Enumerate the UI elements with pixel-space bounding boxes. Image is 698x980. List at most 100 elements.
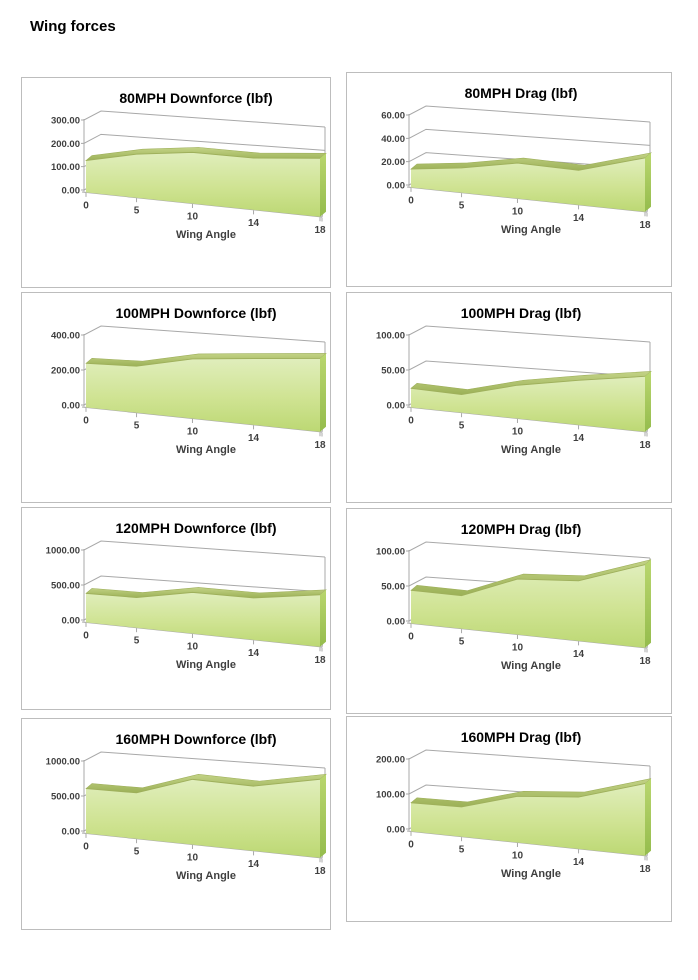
chart-text: 5 xyxy=(134,847,140,858)
chart-text: 5 xyxy=(459,845,465,856)
area-side-face xyxy=(645,152,651,212)
chart-text: 18 xyxy=(639,440,651,451)
area-front-face xyxy=(86,152,320,217)
chart-text: Wing Angle xyxy=(501,660,561,672)
chart-text: 20.00 xyxy=(381,157,405,168)
chart-text: 0 xyxy=(408,839,414,850)
chart-panel-4: 120MPH Downforce (lbf) 0.00 500.00 1000.00 0… xyxy=(21,507,331,710)
chart-text: 18 xyxy=(639,864,651,875)
chart-text: 18 xyxy=(314,440,326,451)
chart-panel-0: 80MPH Downforce (lbf) 0.00 100.00 200.00 300… xyxy=(21,77,331,288)
chart-text: 18 xyxy=(314,225,326,236)
chart-title: 160MPH Drag (lbf) xyxy=(460,729,582,745)
area-front-face xyxy=(86,779,320,858)
chart-panel-5: 120MPH Drag (lbf) 0.00 50.00 100.00 0 5 10 14 18… xyxy=(346,508,672,714)
chart-text: 5 xyxy=(459,201,465,212)
area-front-face xyxy=(411,564,645,648)
chart-text: Wing Angle xyxy=(501,868,561,880)
chart-text: 10 xyxy=(512,851,524,862)
gridline xyxy=(81,575,326,593)
chart-text: Wing Angle xyxy=(501,224,561,236)
area-side-face xyxy=(320,153,326,217)
chart-text: 0 xyxy=(408,631,414,642)
chart-text: 0.00 xyxy=(387,401,406,412)
gridline xyxy=(81,751,326,769)
area-front-face xyxy=(86,592,320,647)
chart-text: 10 xyxy=(187,427,199,438)
chart-panel-2: 100MPH Downforce (lbf) 0.00 200.00 400.00 0 5… xyxy=(21,292,331,503)
area-chart: 0.00 500.00 1000.00 0 5 10 14 18 Wing Angle xyxy=(46,540,327,671)
chart-text: 18 xyxy=(639,656,651,667)
chart-text: 10 xyxy=(512,207,524,218)
chart-text: 5 xyxy=(134,421,140,432)
chart-text: 200.00 xyxy=(51,366,80,377)
chart-text: 50.00 xyxy=(381,582,405,593)
chart-text: 100.00 xyxy=(376,547,405,558)
gridline xyxy=(406,360,651,378)
chart-title: 160MPH Downforce (lbf) xyxy=(115,731,277,747)
area-top-edge xyxy=(410,783,646,808)
chart-text: 400.00 xyxy=(51,331,80,342)
chart-text: 5 xyxy=(134,206,140,217)
chart-text: 200.00 xyxy=(51,139,80,150)
chart-text: 0.00 xyxy=(62,186,81,197)
gridline xyxy=(81,540,326,558)
area-front-face xyxy=(411,376,645,432)
chart-text: 10 xyxy=(187,853,199,864)
area-side-face xyxy=(320,589,326,647)
area-chart: 0.00 50.00 100.00 0 5 10 14 18 Wing Angle xyxy=(376,325,652,456)
chart-text: 0.00 xyxy=(62,827,81,838)
area-top-edge xyxy=(85,778,321,794)
chart-text: 100.00 xyxy=(376,790,405,801)
chart-text: 0 xyxy=(408,415,414,426)
chart-title: 80MPH Downforce (lbf) xyxy=(119,90,273,106)
area-front-face xyxy=(411,157,645,212)
chart-text: 14 xyxy=(248,648,260,659)
chart-text: Wing Angle xyxy=(176,444,236,456)
chart-text: 0 xyxy=(83,200,89,211)
gridline xyxy=(406,128,651,146)
chart-text: 18 xyxy=(314,866,326,877)
area-side-face xyxy=(320,774,326,858)
chart-panel-3: 100MPH Drag (lbf) 0.00 50.00 100.00 0 5 10 14 18… xyxy=(346,292,672,503)
chart-text: 40.00 xyxy=(381,134,405,145)
chart-text: 500.00 xyxy=(51,581,80,592)
chart-panel-7: 160MPH Drag (lbf) 0.00 100.00 200.00 0 5 10 14 1… xyxy=(346,716,672,922)
chart-text: 5 xyxy=(459,637,465,648)
area-side-face xyxy=(320,353,326,432)
area-top-edge xyxy=(410,157,646,171)
area-side-face xyxy=(645,371,651,432)
chart-text: 1000.00 xyxy=(46,546,80,557)
gridline xyxy=(81,325,326,343)
chart-panel-1: 80MPH Drag (lbf) 0.00 20.00 40.00 60.00 0 5 10 1… xyxy=(346,72,672,287)
chart-text: 1000.00 xyxy=(46,757,80,768)
chart-text: 14 xyxy=(248,433,260,444)
chart-text: 5 xyxy=(459,421,465,432)
chart-title: 120MPH Downforce (lbf) xyxy=(115,520,277,536)
chart-text: 18 xyxy=(639,220,651,231)
chart-text: 0.00 xyxy=(387,825,406,836)
chart-text: 0.00 xyxy=(387,617,406,628)
chart-text: Wing Angle xyxy=(176,229,236,241)
chart-text: Wing Angle xyxy=(501,444,561,456)
area-chart: 0.00 20.00 40.00 60.00 0 5 10 14 18 Wing Angle xyxy=(381,105,653,236)
gridline xyxy=(81,133,326,151)
area-front-face xyxy=(411,783,645,856)
chart-text: 10 xyxy=(187,212,199,223)
area-top-edge xyxy=(410,375,646,395)
chart-text: 14 xyxy=(573,213,585,224)
chart-text: 5 xyxy=(134,636,140,647)
chart-text: 10 xyxy=(187,642,199,653)
chart-text: 0.00 xyxy=(62,616,81,627)
gridline xyxy=(406,105,651,123)
area-side-face xyxy=(645,559,651,648)
chart-title: 100MPH Downforce (lbf) xyxy=(115,305,277,321)
gridline xyxy=(406,541,651,559)
chart-text: 0.00 xyxy=(62,401,81,412)
area-top-edge xyxy=(85,591,321,599)
chart-title: 120MPH Drag (lbf) xyxy=(460,521,582,537)
chart-text: 100.00 xyxy=(376,331,405,342)
chart-text: Wing Angle xyxy=(176,870,236,882)
chart-title: 100MPH Drag (lbf) xyxy=(460,305,582,321)
chart-text: 0.00 xyxy=(387,181,406,192)
